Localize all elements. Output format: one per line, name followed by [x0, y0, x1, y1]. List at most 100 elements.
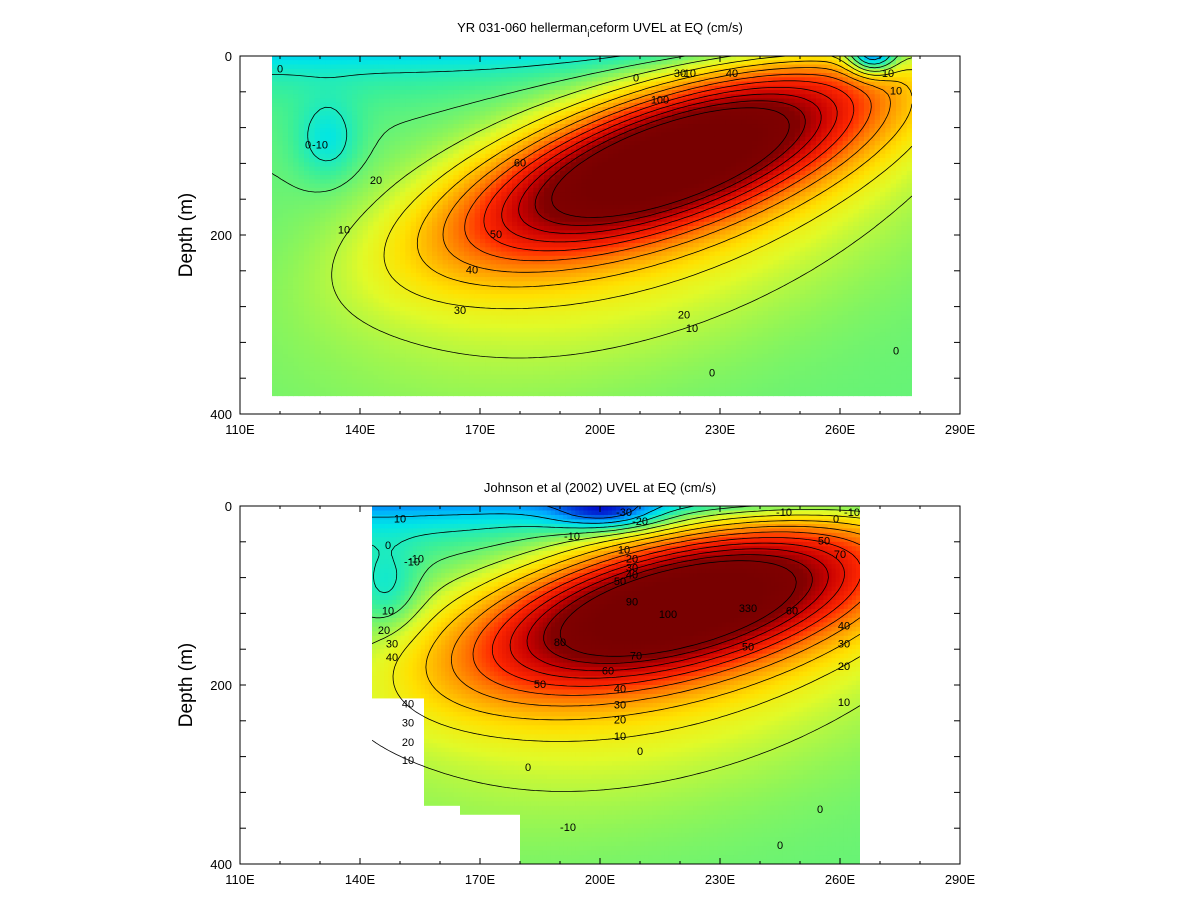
contour-label: 40: [386, 652, 398, 664]
contour-40: [442, 67, 891, 273]
contour-label: 30: [626, 563, 638, 575]
y-axis-label: Depth (m): [176, 193, 197, 277]
contour-0: [372, 506, 754, 619]
contour-70: [509, 542, 845, 679]
contour-label: 30: [674, 68, 686, 80]
y-tick-label: 200: [210, 228, 232, 243]
contour-label: 30: [402, 717, 414, 729]
contour-label: 0: [525, 762, 531, 774]
contour-label: 10: [890, 86, 902, 98]
contour-label: 40: [614, 683, 626, 695]
contour-lines: [372, 506, 860, 792]
contour-label: 10: [382, 606, 394, 618]
contour-label: -10: [776, 507, 792, 519]
contour-label: 40: [726, 68, 738, 80]
contour-lines: [272, 56, 912, 359]
contour-label: -10: [408, 554, 424, 566]
contour--10: [372, 506, 695, 594]
contour-label: 60: [514, 157, 526, 169]
contour-label: 60: [602, 665, 614, 677]
contour-label: -30: [616, 507, 632, 519]
contour-label: 0: [893, 345, 899, 357]
masked-region: [424, 805, 460, 864]
contour-80: [526, 548, 829, 672]
contour--20: [372, 506, 664, 524]
contour-label: 20: [678, 309, 690, 321]
contour-label: 90: [626, 597, 638, 609]
contour-label: -10: [560, 822, 576, 834]
y-axis-label: Depth (m): [176, 643, 197, 727]
chart-title: YR 031-060 hellermaniceform UVEL at EQ (…: [457, 20, 743, 40]
contour-label: 10: [394, 513, 406, 525]
x-tick-label: 230E: [705, 422, 736, 437]
contour-label: 20: [370, 175, 382, 187]
contour-label: 10: [614, 731, 626, 743]
contour-60: [491, 537, 860, 687]
contour-20: [383, 56, 912, 310]
contour-label: 0: [633, 72, 639, 84]
contour-label: -10: [312, 139, 328, 151]
contour-label: 40: [838, 621, 850, 633]
contour-label: -10: [404, 556, 420, 568]
contour-label: 10: [402, 755, 414, 767]
contour-30: [425, 520, 860, 721]
contour-label: 70: [630, 650, 642, 662]
y-tick-label: 400: [210, 407, 232, 422]
x-tick-label: 290E: [945, 872, 976, 887]
contour-label: 60: [786, 606, 798, 618]
contour-90: [543, 554, 813, 664]
masked-region: [372, 698, 424, 864]
contour-label: 40: [626, 570, 638, 582]
contour-50: [472, 531, 860, 696]
contour-40: [451, 525, 860, 707]
masked-region: [240, 506, 372, 864]
contour-label: 330: [739, 603, 757, 615]
contour-10: [372, 509, 860, 792]
y-tick-label: 0: [225, 499, 232, 514]
contour-label: 20: [402, 737, 414, 749]
x-tick-label: 170E: [465, 422, 496, 437]
contour-label: 20: [838, 661, 850, 673]
contour-label: 30: [386, 639, 398, 651]
x-tick-label: 110E: [225, 872, 255, 887]
x-tick-label: 290E: [945, 422, 976, 437]
contour-100: [551, 107, 790, 218]
contour-label: 0: [637, 746, 643, 758]
field-fill: [272, 56, 912, 397]
contour-label: -10: [844, 507, 860, 519]
contour-label: 30: [838, 639, 850, 651]
x-tick-label: 260E: [825, 422, 856, 437]
contour-label: 10: [338, 224, 350, 236]
contour-label: 20: [378, 625, 390, 637]
panel-1: -10-100000010101010202030304040506010011…: [176, 20, 976, 437]
contour-label: 10: [838, 697, 850, 709]
contour-label: 0: [385, 540, 391, 552]
y-tick-label: 400: [210, 857, 232, 872]
x-tick-label: 170E: [465, 872, 496, 887]
contour-label: 0: [709, 368, 715, 380]
y-tick-label: 0: [225, 49, 232, 64]
contour-label: 100: [651, 95, 669, 107]
title-rest: ceform UVEL at EQ (cm/s): [589, 20, 742, 35]
contour-label: 70: [834, 549, 846, 561]
contour-80: [518, 93, 822, 234]
contour-label: -10: [564, 531, 580, 543]
contour-label: 50: [534, 679, 546, 691]
contour-label: 50: [818, 536, 830, 548]
x-tick-label: 200E: [585, 422, 616, 437]
contour-label: 30: [614, 699, 626, 711]
x-tick-label: 140E: [345, 872, 376, 887]
contour-label: 50: [742, 641, 754, 653]
x-tick-label: 110E: [225, 422, 255, 437]
contour-label: 10: [686, 323, 698, 335]
contour-label: 80: [554, 637, 566, 649]
contour-90: [534, 100, 806, 226]
contour-label: 0: [305, 139, 311, 151]
title-main: YR 031-060 hellerman: [457, 20, 587, 35]
contour-label: 0: [817, 804, 823, 816]
